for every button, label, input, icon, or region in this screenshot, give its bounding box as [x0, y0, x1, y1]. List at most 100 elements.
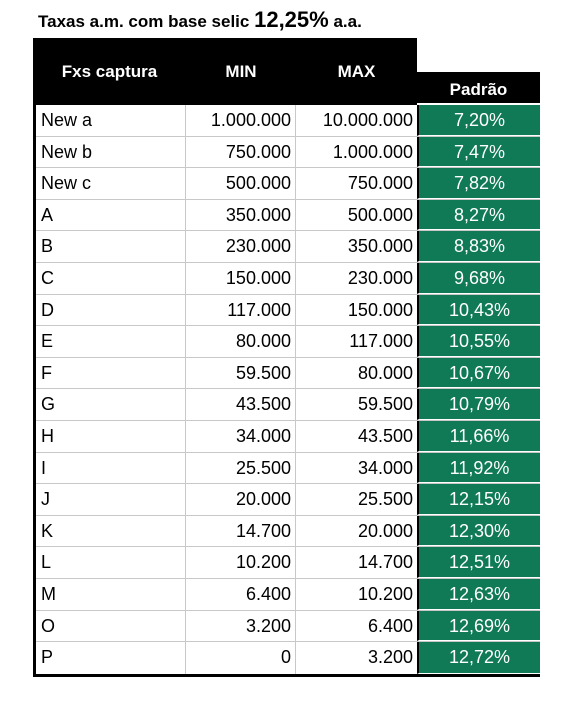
table-row: D 117.000 150.000 10,43%: [36, 294, 540, 327]
cell-padrao: 12,51%: [417, 547, 540, 578]
table-row: K 14.700 20.000 12,30%: [36, 515, 540, 548]
table-row: F 59.500 80.000 10,67%: [36, 357, 540, 390]
table-row: New a 1.000.000 10.000.000 7,20%: [36, 105, 540, 137]
table-row: B 230.000 350.000 8,83%: [36, 231, 540, 263]
cell-max: 43.500: [357, 425, 413, 446]
cell-min: 43.500: [186, 389, 296, 420]
rates-table: New a 1.000.000 10.000.000 7,20% New b 750.00…: [33, 105, 540, 677]
header-padrao: Padrão: [417, 72, 540, 105]
table-row: P 0 3.200 12,72%: [36, 642, 540, 674]
cell-padrao: 11,92%: [417, 452, 540, 484]
cell-padrao: 11,66%: [417, 420, 540, 452]
cell-padrao: 12,30%: [417, 515, 540, 547]
cell-padrao: 12,69%: [417, 610, 540, 642]
cell-max: 3.200: [367, 647, 413, 668]
cell-faixa: E: [36, 326, 186, 357]
cell-max: 150.000: [347, 299, 413, 320]
cell-padrao: 8,27%: [417, 199, 540, 231]
cell-min: 14.700: [186, 515, 296, 547]
title-rate: 12,25%: [254, 7, 329, 32]
cell-max: 25.500: [357, 489, 413, 510]
cell-padrao: 10,55%: [417, 326, 540, 357]
cell-min: 3.200: [186, 610, 296, 642]
table-row: G 43.500 59.500 10,79%: [36, 389, 540, 421]
cell-min: 59.500: [186, 357, 296, 389]
cell-min: 34.000: [186, 420, 296, 452]
cell-min: 25.500: [186, 452, 296, 484]
table-row: H 34.000 43.500 11,66%: [36, 420, 540, 453]
cell-padrao: 8,83%: [417, 231, 540, 262]
cell-padrao: 10,67%: [417, 357, 540, 389]
table-row: I 25.500 34.000 11,92%: [36, 452, 540, 485]
cell-faixa: K: [36, 515, 186, 547]
cell-min: 20.000: [186, 484, 296, 515]
cell-min: 150.000: [186, 262, 296, 294]
cell-max: 34.000: [357, 457, 413, 478]
cell-max: 10.200: [357, 583, 413, 604]
title-prefix: Taxas a.m. com base selic: [38, 12, 255, 31]
cell-faixa: D: [36, 294, 186, 326]
header-max: MAX: [337, 62, 376, 81]
cell-max: 750.000: [347, 173, 413, 194]
table-row: C 150.000 230.000 9,68%: [36, 262, 540, 295]
cell-padrao: 10,79%: [417, 389, 540, 420]
cell-padrao: 7,20%: [417, 105, 540, 136]
cell-faixa: G: [36, 389, 186, 420]
header-faixa: Fxs captura: [61, 62, 158, 81]
cell-padrao: 7,82%: [417, 168, 540, 199]
cell-max: 59.500: [357, 394, 413, 415]
cell-min: 1.000.000: [186, 105, 296, 136]
cell-padrao: 9,68%: [417, 262, 540, 294]
cell-padrao: 7,47%: [417, 136, 540, 168]
cell-faixa: I: [36, 452, 186, 484]
cell-min: 750.000: [186, 136, 296, 168]
cell-min: 230.000: [186, 231, 296, 262]
cell-max: 14.700: [357, 552, 413, 573]
table-header: Fxs captura MIN MAX: [33, 38, 417, 105]
cell-max: 230.000: [347, 267, 413, 288]
cell-min: 80.000: [186, 326, 296, 357]
cell-max: 500.000: [347, 204, 413, 225]
table-row: E 80.000 117.000 10,55%: [36, 326, 540, 358]
cell-min: 6.400: [186, 578, 296, 610]
cell-max: 20.000: [357, 520, 413, 541]
cell-min: 500.000: [186, 168, 296, 199]
table-row: M 6.400 10.200 12,63%: [36, 578, 540, 611]
cell-max: 117.000: [349, 331, 413, 352]
cell-faixa: New c: [36, 168, 186, 199]
cell-max: 350.000: [347, 236, 413, 257]
cell-faixa: L: [36, 547, 186, 578]
table-row: New b 750.000 1.000.000 7,47%: [36, 136, 540, 169]
cell-padrao: 12,63%: [417, 578, 540, 610]
cell-max: 6.400: [367, 615, 413, 636]
cell-faixa: New a: [36, 105, 186, 136]
table-row: A 350.000 500.000 8,27%: [36, 199, 540, 232]
cell-faixa: J: [36, 484, 186, 515]
cell-max: 10.000.000: [322, 110, 413, 130]
cell-faixa: H: [36, 420, 186, 452]
cell-faixa: F: [36, 357, 186, 389]
header-min: MIN: [225, 62, 257, 81]
cell-min: 10.200: [186, 547, 296, 578]
cell-faixa: A: [36, 199, 186, 231]
cell-min: 117.000: [186, 294, 296, 326]
cell-max: 80.000: [357, 362, 413, 383]
cell-min: 0: [186, 642, 296, 674]
title-suffix: a.a.: [328, 12, 362, 31]
cell-faixa: O: [36, 610, 186, 642]
cell-padrao: 10,43%: [417, 294, 540, 326]
table-row: J 20.000 25.500 12,15%: [36, 484, 540, 516]
page-title: Taxas a.m. com base selic 12,25% a.a.: [38, 6, 362, 34]
cell-faixa: New b: [36, 136, 186, 168]
table-row: O 3.200 6.400 12,69%: [36, 610, 540, 643]
table-row: L 10.200 14.700 12,51%: [36, 547, 540, 579]
cell-min: 350.000: [186, 199, 296, 231]
cell-faixa: B: [36, 231, 186, 262]
cell-max: 1.000.000: [332, 141, 413, 162]
table-row: New c 500.000 750.000 7,82%: [36, 168, 540, 200]
cell-faixa: C: [36, 262, 186, 294]
cell-faixa: P: [36, 642, 186, 674]
cell-faixa: M: [36, 578, 186, 610]
cell-padrao: 12,15%: [417, 484, 540, 515]
cell-padrao: 12,72%: [417, 642, 540, 674]
